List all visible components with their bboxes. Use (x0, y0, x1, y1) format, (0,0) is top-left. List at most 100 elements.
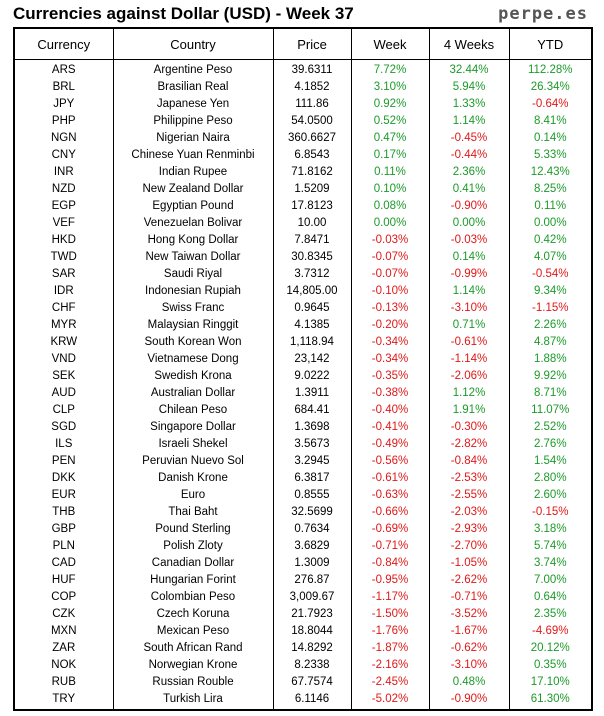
country-name: Hong Kong Dollar (112, 232, 273, 249)
country-name: Turkish Lira (112, 691, 273, 710)
ytd-change: -0.15% (508, 504, 592, 521)
ytd-change: 0.14% (508, 130, 592, 147)
currency-table: Currency Country Price Week 4 Weeks YTD … (13, 27, 593, 711)
currency-code: NZD (51, 183, 76, 195)
price-value: 23,142 (272, 351, 351, 368)
table-body: ARS Argentine Peso 39.6311 7.72% 32.44% 112.2… (14, 59, 592, 710)
week-change: -0.35% (350, 368, 429, 385)
four-weeks-change: -3.52% (428, 606, 509, 623)
four-weeks-change: 0.00% (428, 215, 509, 232)
header-country: Country (112, 28, 273, 60)
four-weeks-change: 1.14% (428, 113, 509, 130)
price-value: 54.0500 (272, 113, 351, 130)
four-weeks-change: -3.10% (428, 657, 509, 674)
country-name: Vietnamese Dong (112, 351, 273, 368)
country-name: South African Rand (112, 640, 273, 657)
ytd-change: 3.74% (508, 555, 592, 572)
table-row: EGP Egyptian Pound 17.8123 0.08% -0.90% 0.11% (14, 198, 592, 215)
table-row: MYR Malaysian Ringgit 4.1385 -0.20% 0.71% 2.2… (14, 317, 592, 334)
week-change: -0.07% (350, 249, 429, 266)
week-change: 7.72% (350, 59, 429, 79)
currency-code: EGP (51, 200, 76, 212)
four-weeks-change: -0.99% (428, 266, 509, 283)
week-change: -0.13% (350, 300, 429, 317)
country-name: Euro (112, 487, 273, 504)
ytd-change: 3.18% (508, 521, 592, 538)
country-name: Norwegian Krone (112, 657, 273, 674)
ytd-change: 1.88% (508, 351, 592, 368)
week-change: 3.10% (350, 79, 429, 96)
week-change: -0.40% (350, 402, 429, 419)
ytd-change: 8.71% (508, 385, 592, 402)
country-name: Venezuelan Bolivar (112, 215, 273, 232)
price-value: 3.5673 (272, 436, 351, 453)
four-weeks-change: -1.14% (428, 351, 509, 368)
country-name: Indian Rupee (112, 164, 273, 181)
header-4-weeks: 4 Weeks (428, 28, 509, 60)
four-weeks-change: 0.48% (428, 674, 509, 691)
currency-code: MYR (50, 319, 77, 331)
four-weeks-change: -2.70% (428, 538, 509, 555)
table-row: DKK Danish Krone 6.3817 -0.61% -2.53% 2.80% (14, 470, 592, 487)
price-value: 17.8123 (272, 198, 351, 215)
currency-code: IDR (53, 285, 74, 297)
currency-code: PLN (52, 540, 75, 552)
ytd-change: 5.74% (508, 538, 592, 555)
week-change: 0.52% (350, 113, 429, 130)
ytd-change: 2.80% (508, 470, 592, 487)
week-change: -1.17% (350, 589, 429, 606)
week-change: -0.66% (350, 504, 429, 521)
ytd-change: -0.64% (508, 96, 592, 113)
four-weeks-change: 1.12% (428, 385, 509, 402)
ytd-change: 0.64% (508, 589, 592, 606)
table-row: TRY Turkish Lira 6.1146 -5.02% -0.90% 61.30% (14, 691, 592, 710)
week-change: -0.71% (350, 538, 429, 555)
week-change: -0.84% (350, 555, 429, 572)
country-name: Swiss Franc (112, 300, 273, 317)
table-row: IDR Indonesian Rupiah 14,805.00 -0.10% 1.14%… (14, 283, 592, 300)
country-name: Mexican Peso (112, 623, 273, 640)
currency-code: DKK (51, 472, 76, 484)
price-value: 4.1852 (272, 79, 351, 96)
country-name: Canadian Dollar (112, 555, 273, 572)
currency-code: CNY (51, 149, 76, 161)
week-change: -0.63% (350, 487, 429, 504)
table-row: HUF Hungarian Forint 276.87 -0.95% -2.62% 7.0… (14, 572, 592, 589)
four-weeks-change: 1.91% (428, 402, 509, 419)
table-row: SEK Swedish Krona 9.0222 -0.35% -2.06% 9.92% (14, 368, 592, 385)
currency-code: RUB (51, 676, 76, 688)
week-change: 0.08% (350, 198, 429, 215)
week-change: 0.10% (350, 181, 429, 198)
ytd-change: 112.28% (508, 59, 592, 79)
week-change: 0.11% (350, 164, 429, 181)
currency-code: CZK (52, 608, 76, 620)
four-weeks-change: -2.82% (428, 436, 509, 453)
four-weeks-change: -0.45% (428, 130, 509, 147)
country-name: Danish Krone (112, 470, 273, 487)
currency-code: NGN (50, 132, 77, 144)
ytd-change: 7.00% (508, 572, 592, 589)
currency-code: TRY (52, 693, 76, 705)
table-row: NOK Norwegian Krone 8.2338 -2.16% -3.10% 0.35… (14, 657, 592, 674)
week-change: -1.76% (350, 623, 429, 640)
four-weeks-change: -2.55% (428, 487, 509, 504)
four-weeks-change: 5.94% (428, 79, 509, 96)
header-week: Week (350, 28, 429, 60)
four-weeks-change: -2.62% (428, 572, 509, 589)
currency-code: THB (52, 506, 76, 518)
currency-code: CAD (51, 557, 76, 569)
four-weeks-change: -3.10% (428, 300, 509, 317)
table-row: NGN Nigerian Naira 360.6627 0.47% -0.45% 0.14… (14, 130, 592, 147)
country-name: Russian Rouble (112, 674, 273, 691)
ytd-change: 11.07% (508, 402, 592, 419)
four-weeks-change: -1.05% (428, 555, 509, 572)
four-weeks-change: -0.84% (428, 453, 509, 470)
price-value: 6.3817 (272, 470, 351, 487)
four-weeks-change: 32.44% (428, 59, 509, 79)
country-name: Brasilian Real (112, 79, 273, 96)
table-row: ARS Argentine Peso 39.6311 7.72% 32.44% 112.2… (14, 59, 592, 79)
week-change: -0.34% (350, 334, 429, 351)
table-row: BRL Brasilian Real 4.1852 3.10% 5.94% 26.34% (14, 79, 592, 96)
table-row: VEF Venezuelan Bolivar 10.00 0.00% 0.00% 0.00… (14, 215, 592, 232)
table-row: ILS Israeli Shekel 3.5673 -0.49% -2.82% 2.76% (14, 436, 592, 453)
